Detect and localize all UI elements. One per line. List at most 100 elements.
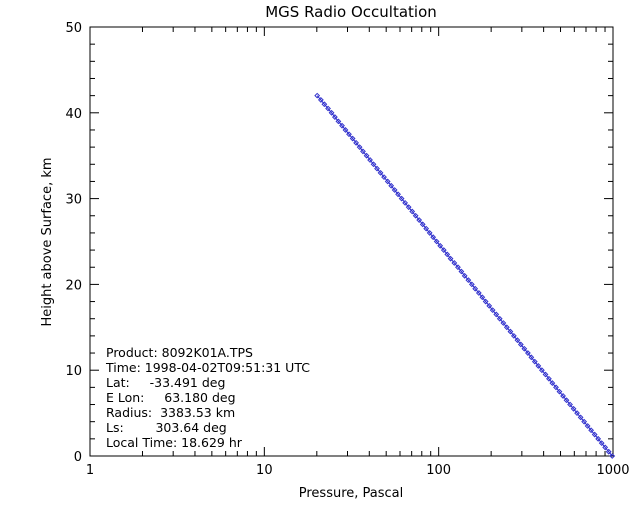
- data-point: [605, 448, 612, 455]
- data-point: [339, 122, 345, 129]
- info-line: E Lon: 63.180 deg: [106, 390, 236, 405]
- data-point: [384, 178, 391, 185]
- data-point: [360, 148, 366, 155]
- data-point: [409, 208, 416, 215]
- data-point: [455, 264, 461, 271]
- data-point: [500, 320, 507, 326]
- x-tick-label: 10: [256, 463, 273, 478]
- data-point: [353, 139, 359, 146]
- x-tick-label: 1: [86, 463, 94, 478]
- data-point: [567, 401, 573, 408]
- data-point: [570, 405, 577, 412]
- data-point: [402, 199, 409, 206]
- data-point: [335, 118, 342, 125]
- data-point: [524, 350, 531, 356]
- data-point: [507, 328, 514, 335]
- data-point: [584, 423, 591, 429]
- data-point: [317, 97, 324, 103]
- data-point: [468, 281, 475, 288]
- data-point: [479, 294, 486, 301]
- data-point: [314, 92, 321, 99]
- y-tick-label: 30: [65, 193, 82, 208]
- data-point: [363, 152, 370, 159]
- y-axis: 0 10 20 30 40 50: [65, 21, 613, 465]
- data-point: [531, 358, 538, 365]
- data-point: [514, 337, 521, 344]
- data-point: [451, 260, 458, 266]
- data-point: [475, 290, 482, 296]
- data-point: [486, 302, 493, 309]
- y-tick-label: 10: [65, 364, 82, 379]
- x-tick-label: 1000: [596, 463, 629, 478]
- info-line: Time: 1998-04-02T09:51:31 UTC: [105, 360, 310, 375]
- data-point: [342, 127, 349, 133]
- data-point: [395, 191, 401, 198]
- data-point: [598, 440, 605, 447]
- data-point: [493, 311, 500, 318]
- data-point: [517, 341, 524, 348]
- data-point: [440, 247, 447, 253]
- plot-frame: [89, 26, 614, 457]
- info-line: Local Time: 18.629 hr: [106, 435, 243, 450]
- data-point: [577, 414, 584, 421]
- data-point: [367, 157, 373, 163]
- data-point: [416, 217, 423, 223]
- data-point: [328, 109, 335, 116]
- data-point: [419, 221, 426, 228]
- data-point: [433, 238, 440, 245]
- data-point: [591, 431, 598, 438]
- y-axis-label: Height above Surface, km: [40, 157, 55, 326]
- data-point: [549, 380, 556, 386]
- data-point: [609, 453, 616, 459]
- data-point: [563, 397, 570, 404]
- info-line: Product: 8092K01A.TPS: [106, 345, 253, 360]
- data-point: [332, 114, 338, 120]
- data-point: [405, 204, 412, 211]
- data-point: [465, 277, 472, 284]
- info-line: Lat: -33.491 deg: [106, 375, 225, 390]
- data-point: [447, 255, 454, 262]
- data-point: [553, 384, 559, 391]
- data-point: [391, 187, 398, 193]
- data-point: [489, 307, 496, 314]
- data-point: [542, 371, 549, 378]
- info-line: Ls: 303.64 deg: [106, 420, 227, 435]
- data-point: [538, 367, 545, 374]
- data-point: [528, 354, 535, 361]
- data-point: [430, 234, 437, 241]
- data-point: [444, 251, 451, 258]
- data-point: [437, 242, 444, 249]
- data-point: [482, 298, 489, 305]
- data-point: [546, 375, 552, 382]
- data-point: [472, 285, 479, 292]
- data-point: [496, 315, 503, 322]
- info-line: Radius: 3383.53 km: [106, 405, 235, 420]
- data-point: [325, 105, 331, 112]
- data-point: [321, 101, 328, 108]
- data-point: [398, 195, 405, 202]
- data-point: [374, 165, 380, 172]
- x-axis-label: Pressure, Pascal: [299, 486, 404, 501]
- data-point: [602, 444, 609, 451]
- y-tick-label: 40: [65, 107, 82, 122]
- data-point: [381, 174, 387, 181]
- data-point: [423, 225, 430, 232]
- y-tick-label: 20: [65, 278, 82, 293]
- data-point: [535, 363, 542, 369]
- data-point: [560, 393, 566, 399]
- y-tick-label: 0: [74, 450, 82, 465]
- data-point: [370, 161, 377, 168]
- chart-title: MGS Radio Occultation: [265, 3, 437, 21]
- data-point: [581, 418, 588, 425]
- data-point: [356, 144, 363, 151]
- data-point: [388, 182, 395, 189]
- x-tick-label: 100: [426, 463, 451, 478]
- data-point: [588, 427, 595, 434]
- data-point: [346, 131, 352, 138]
- data-point: [521, 345, 528, 352]
- series-layer: [314, 92, 616, 459]
- data-point: [377, 169, 384, 176]
- data-point: [349, 135, 356, 142]
